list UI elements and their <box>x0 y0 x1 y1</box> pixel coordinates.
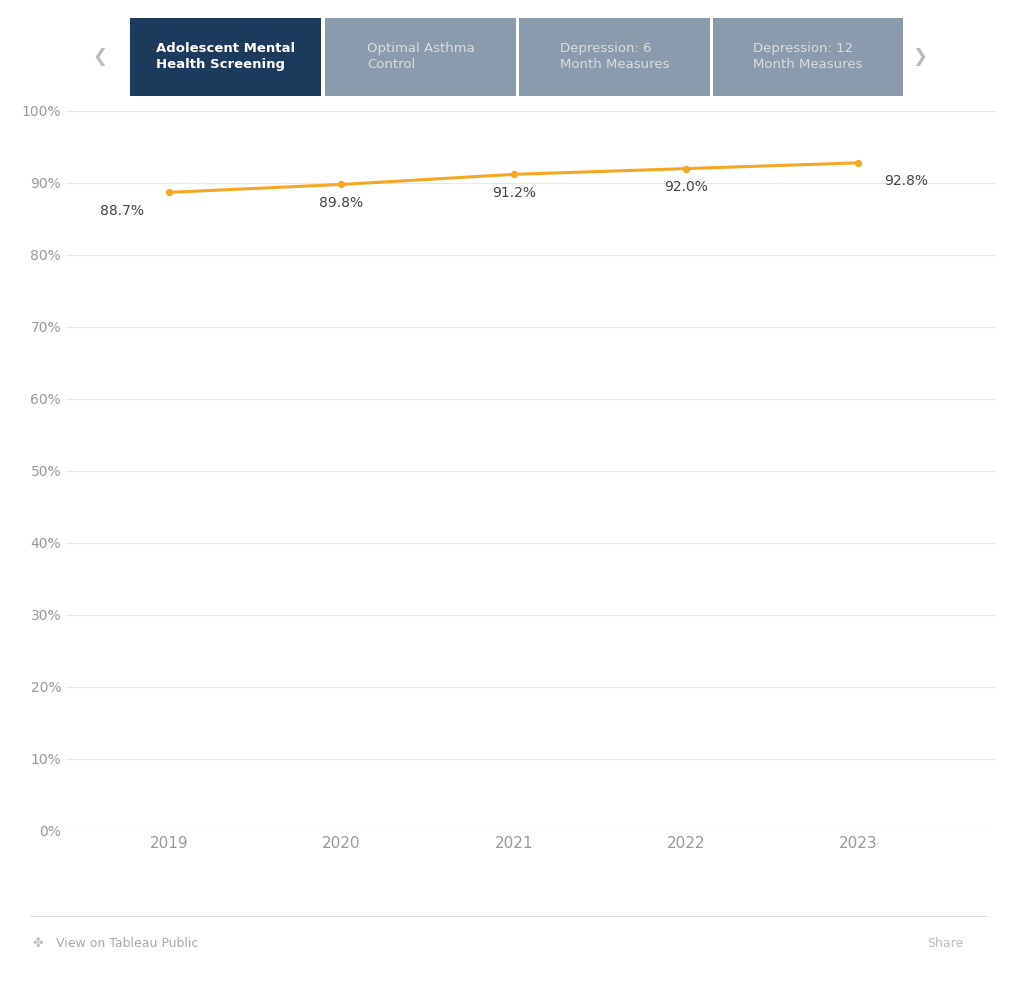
Text: ❯: ❯ <box>912 48 928 66</box>
Text: Depression: 12
Month Measures: Depression: 12 Month Measures <box>754 43 863 71</box>
Text: View on Tableau Public: View on Tableau Public <box>56 936 198 950</box>
Point <box>162 184 178 200</box>
Text: 88.7%: 88.7% <box>100 204 143 218</box>
Point <box>506 166 522 182</box>
Point <box>849 155 866 170</box>
Text: 92.0%: 92.0% <box>663 180 708 194</box>
Text: 91.2%: 91.2% <box>492 186 535 200</box>
Text: ✤: ✤ <box>33 936 43 950</box>
Text: Optimal Asthma
Control: Optimal Asthma Control <box>367 43 474 71</box>
Text: 89.8%: 89.8% <box>319 196 364 210</box>
Text: Depression: 6
Month Measures: Depression: 6 Month Measures <box>560 43 670 71</box>
Point <box>333 176 350 192</box>
Text: ❮: ❮ <box>92 48 108 66</box>
Text: 92.8%: 92.8% <box>884 174 928 188</box>
Text: Share: Share <box>927 936 963 950</box>
Text: Adolescent Mental
Health Screening: Adolescent Mental Health Screening <box>155 43 295 71</box>
Point <box>678 161 694 176</box>
